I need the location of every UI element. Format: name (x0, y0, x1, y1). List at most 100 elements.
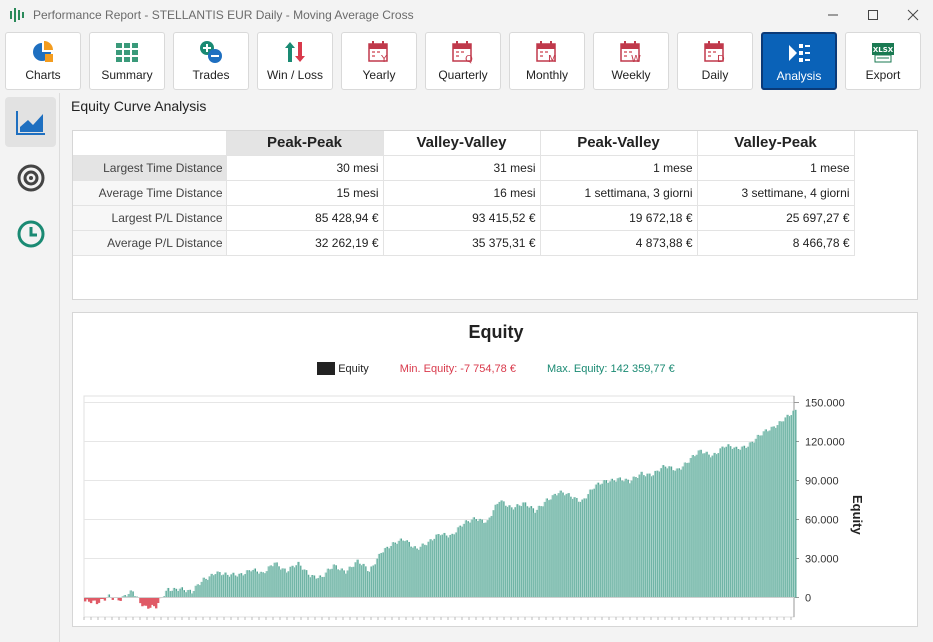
equity-bar (255, 571, 258, 598)
column-header-valley-peak[interactable]: Valley-Peak (697, 131, 855, 156)
equity-bar (472, 517, 475, 598)
table-cell: 19 672,18 € (540, 205, 698, 231)
equity-bar (665, 468, 669, 598)
equity-bar (306, 574, 310, 598)
grid-icon (115, 40, 139, 64)
equity-bar (298, 565, 302, 598)
svg-text:Q: Q (465, 54, 473, 64)
weekly-button[interactable]: W Weekly (593, 32, 669, 90)
equity-bar (515, 504, 519, 598)
equity-bar (484, 522, 487, 598)
equity-bar (571, 498, 574, 598)
equity-bar (231, 572, 235, 598)
equity-bar (373, 564, 377, 598)
equity-bar (435, 534, 438, 598)
equity-bar (297, 561, 300, 598)
equity-bar (478, 518, 481, 598)
equity-bar (377, 553, 381, 598)
equity-bar (131, 591, 134, 598)
target-tab[interactable] (5, 153, 56, 203)
maximize-button[interactable] (853, 0, 893, 30)
y-tick-label: 90.000 (805, 476, 839, 488)
table-row[interactable]: Largest P/L Distance 85 428,94 € 93 415,… (73, 205, 855, 231)
column-header-valley-valley[interactable]: Valley-Valley (383, 131, 541, 156)
equity-bar (655, 470, 659, 598)
charts-button[interactable]: Charts (5, 32, 81, 90)
equity-bar (241, 575, 245, 598)
clock-tab[interactable] (5, 209, 56, 259)
summary-label: Summary (101, 68, 153, 82)
equity-plot[interactable]: 0 30.000 60.000 90.000 120.000 150.000 (73, 313, 919, 628)
equity-bar (579, 501, 582, 598)
equity-bar (742, 445, 746, 598)
equity-bar (178, 588, 182, 598)
equity-bar-negative (89, 597, 93, 604)
equity-bar-negative (139, 597, 142, 604)
equity-bar (496, 503, 499, 598)
equity-bar (632, 476, 635, 598)
minimize-button[interactable] (813, 0, 853, 30)
table-row[interactable]: Average P/L Distance 32 262,19 € 35 375,… (73, 230, 855, 256)
yearly-button[interactable]: Y Yearly (341, 32, 417, 90)
daily-button[interactable]: D Daily (677, 32, 753, 90)
equity-bar (287, 571, 290, 598)
monthly-label: Monthly (525, 68, 569, 82)
column-header-peak-valley[interactable]: Peak-Valley (540, 131, 698, 156)
row-header: Average Time Distance (73, 180, 227, 206)
equity-bar (342, 570, 345, 598)
y-tick-label: 150.000 (805, 398, 845, 410)
summary-button[interactable]: Summary (89, 32, 165, 90)
win-loss-button[interactable]: Win / Loss (257, 32, 333, 90)
equity-bar (592, 488, 596, 598)
equity-bar (559, 490, 562, 598)
plus-minus-icon (199, 40, 223, 64)
equity-bar (427, 541, 430, 598)
equity-bar (740, 446, 744, 598)
equity-bar-negative (117, 597, 120, 601)
table-row[interactable]: Largest Time Distance 30 mesi 31 mesi 1 … (73, 155, 855, 181)
equity-bar (622, 481, 625, 598)
analysis-button[interactable]: Analysis (761, 32, 837, 90)
equity-bar (352, 566, 355, 598)
equity-bar (780, 421, 783, 598)
equity-bar (685, 462, 688, 598)
export-button[interactable]: XLSX Export (845, 32, 921, 90)
equity-curve-tab[interactable] (5, 97, 56, 147)
equity-bar (693, 456, 696, 598)
monthly-button[interactable]: M Monthly (509, 32, 585, 90)
equity-bar (283, 568, 286, 598)
equity-bar (606, 482, 610, 598)
equity-bar (673, 470, 677, 598)
equity-bar (628, 483, 631, 598)
equity-bar (784, 417, 787, 598)
equity-bar-negative (143, 597, 146, 606)
equity-bar (439, 535, 442, 598)
equity-bar (705, 451, 708, 598)
equity-bar (669, 466, 673, 598)
close-icon (907, 9, 919, 21)
equity-bar (192, 590, 195, 598)
equity-bar (413, 546, 416, 598)
equity-bar (458, 525, 462, 598)
equity-bar (371, 565, 375, 598)
close-button[interactable] (893, 0, 933, 30)
table-row[interactable]: Average Time Distance 15 mesi 16 mesi 1 … (73, 180, 855, 206)
equity-bar (281, 568, 284, 598)
equity-bar (346, 570, 349, 598)
equity-bar (366, 571, 369, 598)
maximize-icon (868, 10, 878, 20)
equity-bar (425, 545, 428, 598)
equity-bar (490, 515, 493, 598)
quarterly-button[interactable]: Q Quarterly (425, 32, 501, 90)
equity-bar (362, 563, 365, 598)
equity-bar-negative (111, 597, 114, 600)
equity-bar (448, 534, 452, 598)
equity-bar (222, 574, 225, 598)
equity-bar (744, 448, 748, 598)
quarterly-label: Quarterly (438, 68, 488, 82)
equity-bar (794, 409, 797, 598)
legend-equity[interactable]: Equity (317, 362, 369, 375)
column-header-peak-peak[interactable]: Peak-Peak (226, 131, 384, 156)
equity-bar (500, 500, 503, 598)
trades-button[interactable]: Trades (173, 32, 249, 90)
